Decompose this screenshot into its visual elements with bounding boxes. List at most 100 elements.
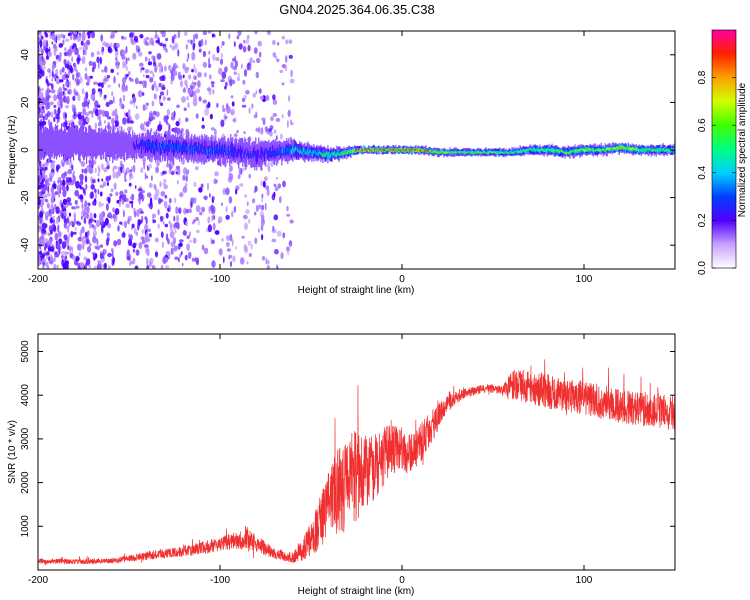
heatmap-speckle: [152, 110, 157, 116]
heatmap-speckle: [57, 177, 62, 181]
heatmap-speckle: [134, 265, 139, 269]
heatmap-ridge-cell: [410, 149, 412, 151]
heatmap-speckle: [42, 178, 45, 182]
heatmap-speckle: [208, 206, 211, 214]
heatmap-speckle: [193, 36, 195, 44]
heatmap-ridge-cell: [617, 146, 619, 152]
heatmap-ridge-cell: [134, 143, 136, 150]
heatmap-ridge-cell: [584, 149, 586, 152]
heatmap-ridge-cell: [335, 153, 337, 157]
heatmap-ridge-cell: [489, 150, 491, 156]
heatmap-speckle: [44, 223, 48, 228]
heatmap-ridge-cell: [77, 140, 79, 148]
heatmap-speckle: [173, 197, 177, 204]
heatmap-speckle: [261, 217, 265, 223]
heatmap-ridge-cell: [276, 150, 278, 155]
heatmap-speckle: [210, 237, 213, 245]
heatmap-ridge-cell: [154, 143, 156, 149]
heatmap-ridge-cell: [269, 149, 271, 156]
heatmap-ridge-cell: [117, 140, 119, 149]
heatmap-speckle: [113, 76, 116, 84]
heatmap-speckle: [243, 94, 247, 101]
heatmap-speckle: [202, 61, 208, 68]
heatmap-speckle: [101, 178, 104, 182]
heatmap-ridge-cell: [546, 149, 548, 152]
heatmap-speckle: [95, 253, 98, 259]
heatmap-speckle: [221, 41, 225, 46]
heatmap-speckle: [185, 128, 189, 137]
heatmap-speckle: [132, 249, 135, 253]
heatmap-speckle: [141, 67, 145, 71]
heatmap-speckle: [51, 183, 57, 189]
heatmap-ridge-cell: [484, 150, 486, 154]
heatmap-speckle: [286, 119, 289, 128]
heatmap-speckle: [56, 119, 59, 124]
heatmap-ridge-cell: [486, 152, 488, 155]
heatmap-ridge-cell: [286, 143, 288, 155]
heatmap-speckle: [258, 126, 261, 134]
heatmap-ridge-cell: [267, 150, 269, 160]
heatmap-speckle: [287, 249, 290, 256]
heatmap-ridge-cell: [239, 148, 241, 154]
heatmap-ridge-cell: [107, 135, 109, 145]
heatmap-speckle: [232, 255, 236, 263]
heatmap-speckle: [230, 254, 233, 259]
heatmap-speckle: [211, 215, 214, 222]
heatmap-speckle: [147, 228, 151, 232]
heatmap-speckle: [233, 117, 237, 124]
heatmap-speckle: [61, 255, 64, 259]
heatmap-ridge-cell: [465, 151, 467, 154]
heatmap-speckle: [127, 71, 131, 76]
heatmap-speckle: [261, 234, 264, 241]
heatmap-ridge-cell: [606, 147, 608, 151]
heatmap-speckle: [171, 112, 173, 116]
heatmap-ridge-cell: [45, 142, 47, 150]
heatmap-ridge-cell: [237, 152, 239, 157]
heatmap-ridge-cell: [512, 149, 514, 153]
heatmap-speckle: [254, 211, 257, 216]
heatmap-ridge-cell: [86, 140, 88, 152]
heatmap-speckle: [143, 163, 146, 170]
heatmap-ridge-cell: [128, 139, 130, 146]
heatmap-speckle: [89, 212, 93, 219]
heatmap-speckle: [185, 44, 188, 50]
heatmap-speckle: [79, 229, 83, 238]
heatmap-speckle: [248, 173, 251, 179]
heatmap-speckle: [258, 88, 262, 94]
heatmap-speckle: [210, 81, 215, 85]
heatmap-speckle: [187, 102, 190, 108]
heatmap-ridge-cell: [97, 133, 99, 150]
heatmap-ridge-cell: [114, 137, 116, 146]
heatmap-speckle: [146, 257, 149, 266]
heatmap-speckle: [152, 213, 157, 218]
heatmap-ridge-cell: [108, 137, 110, 145]
heatmap-ridge-cell: [616, 147, 618, 150]
heatmap-ridge-cell: [172, 145, 174, 150]
heatmap-speckle: [121, 194, 127, 201]
heatmap-ridge-cell: [336, 153, 338, 157]
heatmap-ridge-cell: [344, 151, 346, 153]
x-tick-label: 0: [399, 575, 405, 586]
heatmap-speckle: [49, 257, 54, 265]
heatmap-speckle: [58, 248, 61, 255]
heatmap-ridge-cell: [84, 133, 86, 148]
heatmap-speckle: [129, 120, 134, 124]
heatmap-speckle: [252, 198, 256, 204]
heatmap-speckle: [73, 170, 75, 175]
heatmap-ridge-cell: [600, 149, 602, 152]
heatmap-speckle: [166, 89, 169, 96]
heatmap-speckle: [83, 108, 87, 115]
heatmap-ridge-cell: [408, 148, 410, 151]
heatmap-ridge-cell: [578, 149, 580, 152]
heatmap-speckle: [164, 223, 169, 228]
heatmap-ridge-cell: [188, 143, 190, 149]
heatmap-ridge-cell: [513, 149, 515, 154]
heatmap-ridge-cell: [511, 150, 513, 154]
heatmap-speckle: [187, 39, 191, 44]
heatmap-speckle: [230, 61, 234, 69]
heatmap-speckle: [92, 200, 95, 206]
heatmap-ridge-cell: [592, 146, 594, 152]
heatmap-ridge-cell: [449, 150, 451, 155]
